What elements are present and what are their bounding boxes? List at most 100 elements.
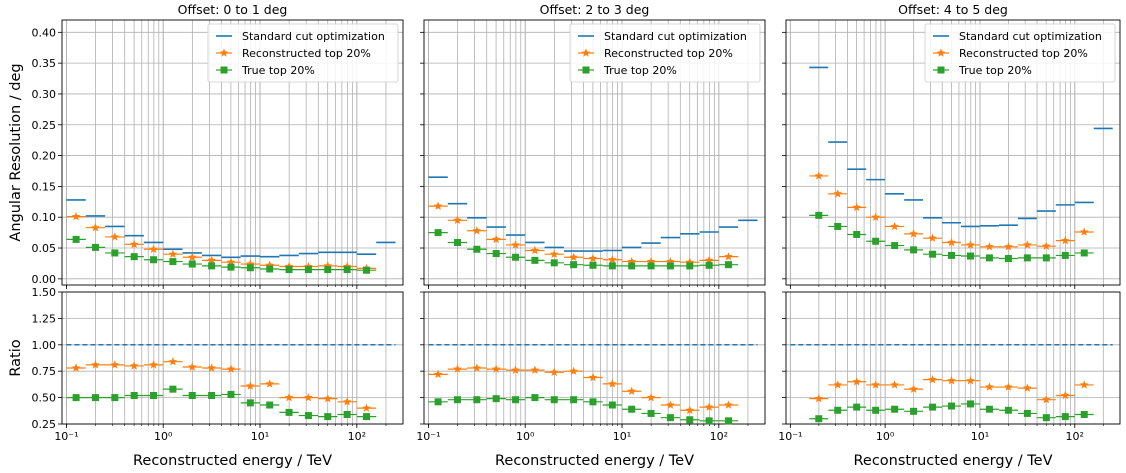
ratio-reco-point	[226, 364, 236, 373]
ratio-reco-point	[890, 380, 899, 389]
ratio-reco-point	[704, 402, 714, 411]
ratio-reco-point	[1022, 383, 1032, 392]
ratio-true-point	[1080, 410, 1088, 418]
axes-frame	[61, 19, 404, 286]
reco-point	[928, 233, 937, 242]
true-point	[550, 259, 558, 267]
reco-point	[724, 252, 733, 261]
x-tick-label: 10¹	[971, 430, 989, 443]
ratio-true-point	[169, 385, 177, 393]
ratio-reco-point	[569, 366, 578, 375]
y-tick-label: 0.50	[32, 392, 57, 405]
reco-point	[947, 237, 956, 247]
true-point	[834, 222, 842, 230]
ratio-true-point	[285, 408, 293, 416]
ratio-true-point	[150, 391, 158, 399]
ratio-reco-point	[265, 379, 275, 388]
legend-marker-true	[582, 66, 590, 74]
y-tick-label: 0.20	[32, 150, 57, 163]
legend-label: Standard cut optimization	[959, 30, 1102, 43]
reco-point	[1022, 240, 1032, 249]
ratio-reco-point	[549, 367, 559, 376]
true-point	[985, 254, 993, 262]
ratio-true-point	[266, 401, 274, 409]
y-tick-label: 0.25	[32, 418, 57, 431]
true-point	[724, 261, 732, 269]
true-point	[910, 246, 918, 254]
ratio-true-point	[1042, 414, 1050, 422]
ratio-true-point	[72, 394, 80, 402]
ratio-true-point	[910, 407, 918, 415]
true-point	[150, 256, 158, 264]
ratio-true-point	[705, 417, 713, 425]
true-point	[1042, 254, 1050, 262]
ratio-true-point	[1061, 413, 1069, 421]
ratio-true-point	[834, 406, 842, 414]
y-tick-label: 0.40	[32, 26, 57, 39]
true-point	[628, 262, 636, 270]
true-point	[208, 262, 216, 270]
legend-box	[207, 23, 399, 83]
reco-point	[890, 221, 899, 231]
legend-marker-reco	[219, 48, 229, 57]
ratio-true-point	[929, 403, 937, 411]
reco-point	[909, 229, 918, 238]
reco-point	[646, 256, 656, 266]
true-point	[1080, 249, 1088, 257]
ratio-reco-point	[71, 363, 81, 372]
ratio-reco-point	[284, 393, 294, 402]
ratio-reco-point	[110, 360, 120, 369]
true-point	[531, 256, 539, 264]
ratio-true-point	[628, 405, 636, 413]
true-point	[815, 211, 823, 219]
panel-title: Offset: 2 to 3 deg	[540, 2, 650, 17]
axes-frame	[423, 291, 766, 425]
x-tick-label: 10⁰	[516, 430, 535, 443]
true-point	[434, 229, 442, 237]
ratio-reco-point	[666, 400, 675, 409]
ratio-true-point	[608, 401, 616, 409]
ratio-true-point	[966, 400, 974, 408]
reco-point	[245, 259, 255, 268]
true-point	[285, 266, 293, 274]
true-point	[91, 243, 99, 251]
ratio-reco-point	[342, 397, 352, 406]
ratio-reco-point	[588, 372, 598, 382]
true-point	[948, 251, 956, 259]
ratio-reco-point	[187, 362, 197, 371]
x-tick-label: 10⁻¹	[778, 430, 802, 443]
reco-point	[265, 260, 275, 269]
ratio-true-point	[453, 396, 461, 404]
panel-title: Offset: 4 to 5 deg	[898, 2, 1008, 17]
legend-label: Standard cut optimization	[604, 30, 747, 43]
ratio-reco-point	[928, 375, 937, 384]
ratio-reco-point	[207, 363, 216, 372]
reco-point	[284, 261, 294, 271]
ratio-reco-point	[814, 394, 824, 403]
reco-point	[607, 255, 617, 264]
ratio-true-point	[686, 416, 694, 424]
true-point	[266, 265, 274, 273]
reco-point	[1004, 242, 1013, 251]
axes-frame	[423, 19, 766, 286]
legend-label: True top 20%	[958, 64, 1032, 77]
ratio-true-point	[343, 410, 351, 418]
ratio-true-point	[891, 405, 899, 413]
y-tick-label: 0.10	[32, 211, 57, 224]
ratio-true-point	[130, 391, 138, 399]
ratio-true-point	[188, 391, 196, 399]
ratio-true-point	[324, 413, 332, 421]
reco-point	[985, 242, 994, 251]
reco-point	[71, 211, 81, 221]
ratio-reco-point	[685, 405, 695, 414]
ratio-reco-point	[129, 361, 139, 370]
true-point	[608, 262, 616, 270]
y-tick-label: 0.05	[32, 242, 57, 255]
ratio-true-point	[208, 391, 216, 399]
reco-point	[627, 256, 637, 266]
reco-point	[323, 261, 333, 270]
x-tick-label: 10²	[348, 430, 366, 443]
ratio-reco-point	[985, 382, 994, 391]
reco-point	[1060, 236, 1070, 245]
